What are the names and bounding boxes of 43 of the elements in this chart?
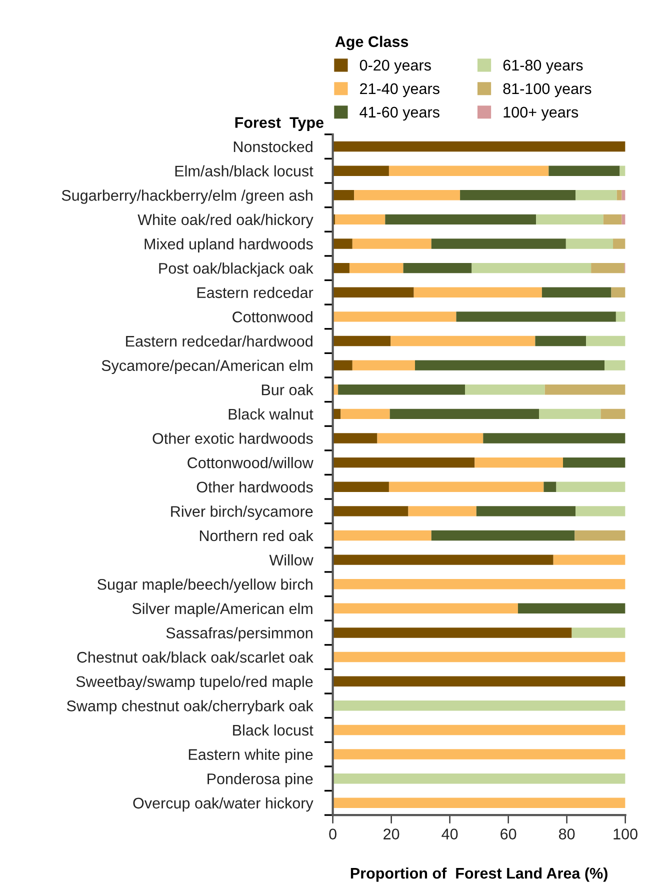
y-tick-label: River birch/sycamore	[171, 506, 313, 520]
y-tick-label: White oak/red oak/hickory	[138, 214, 314, 228]
x-tick-label: 0	[329, 828, 336, 840]
y-tick-label: Silver maple/American elm	[132, 602, 312, 618]
x-tick-label: 20	[384, 828, 400, 840]
x-tick-label: 80	[558, 828, 575, 840]
y-tick-label: Black locust	[233, 724, 314, 736]
y-tick-label: Sweetbay/swamp tupelo/red maple	[76, 676, 313, 690]
y-tick-label: Swamp chestnut oak/cherrybark oak	[66, 700, 314, 714]
legend-label: 61-80 years	[503, 60, 583, 74]
y-tick-label: Willow	[269, 554, 314, 566]
y-tick-label: Post oak/blackjack oak	[159, 262, 314, 277]
legend-label: 0-20 years	[360, 60, 431, 74]
y-tick-label: Cottonwood	[232, 311, 312, 322]
y-tick-label: Other exotic hardwoods	[152, 432, 313, 444]
y-tick-label: Ponderosa pine	[208, 773, 313, 788]
legend-title: Age Class	[335, 36, 408, 50]
y-tick-label: Elm/ash/black locust	[175, 165, 314, 177]
x-tick-label: 100	[614, 828, 638, 840]
x-tick-label: 40	[442, 828, 458, 840]
legend-label: 81-100 years	[503, 83, 592, 98]
y-tick-label: Northern red oak	[200, 530, 314, 542]
x-tick-label: 60	[500, 828, 516, 840]
legend-label: 41-60 years	[360, 106, 440, 121]
y-tick-label: Other hardwoods	[196, 481, 313, 493]
y-tick-label: Sassafras/persimmon	[166, 627, 312, 642]
y-tick-label: Eastern redcedar/hardwood	[126, 335, 312, 347]
y-tick-label: Nonstocked	[234, 140, 312, 152]
y-tick-label: Eastern white pine	[188, 748, 313, 763]
y-axis-title: Forest Type	[235, 117, 324, 131]
y-tick-label: Sycamore/pecan/American elm	[102, 360, 312, 374]
y-tick-label: Cottonwood/willow	[188, 457, 314, 468]
legend-label: 100+ years	[504, 106, 578, 121]
y-tick-label: Sugar maple/beech/yellow birch	[98, 578, 312, 593]
y-tick-label: Sugarberry/hackberry/elm /green ash	[62, 190, 312, 204]
y-tick-label: Black walnut	[228, 408, 314, 420]
y-tick-label: Bur oak	[262, 384, 314, 396]
y-tick-label: Chestnut oak/black oak/scarlet oak	[77, 651, 314, 663]
legend-label: 21-40 years	[360, 83, 440, 98]
y-tick-label: Overcup oak/water hickory	[133, 797, 314, 812]
x-axis-title: Proportion of Forest Land Area (%)	[350, 867, 608, 882]
y-tick-label: Mixed upland hardwoods	[144, 238, 313, 252]
y-tick-label: Eastern redcedar	[197, 286, 314, 298]
